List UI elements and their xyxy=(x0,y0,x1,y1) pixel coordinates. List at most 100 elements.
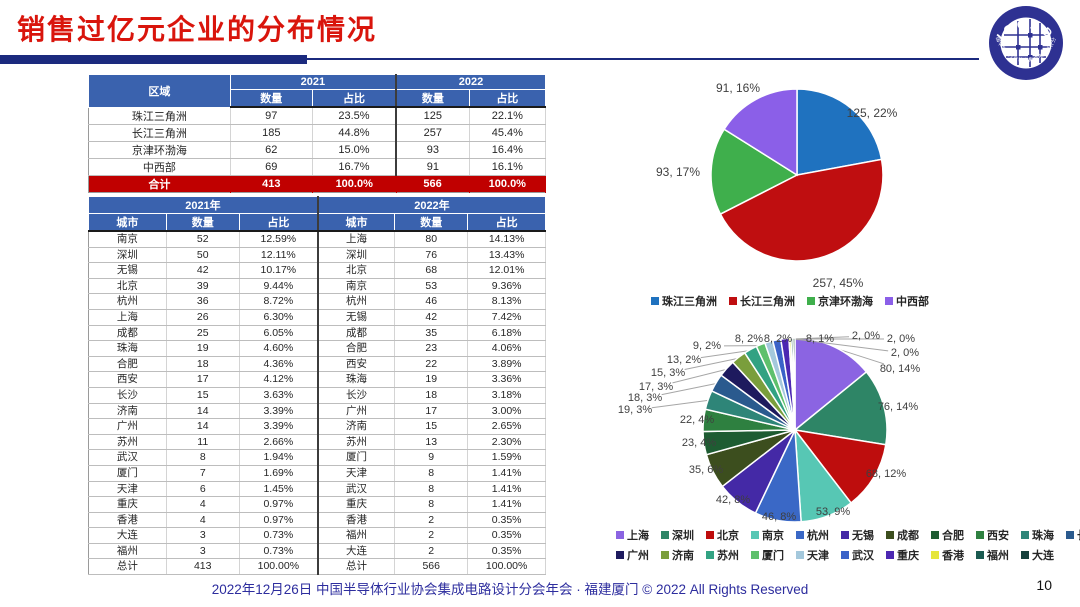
table-cell: 杭州 xyxy=(88,293,167,310)
table-cell: 39 xyxy=(166,278,240,295)
data-label: 2, 0% xyxy=(886,333,916,345)
legend-item: 重庆 xyxy=(886,547,919,563)
legend-swatch-icon xyxy=(796,551,804,559)
legend-swatch-icon xyxy=(706,551,714,559)
table-cell: 2 xyxy=(394,543,469,560)
legend-item: 深圳 xyxy=(661,527,694,543)
table-cell: 17 xyxy=(394,403,469,420)
legend-label: 珠江三角洲 xyxy=(662,296,717,308)
legend-item: 珠江三角洲 xyxy=(651,293,717,309)
pie-slice xyxy=(793,428,887,505)
table-cell: 14 xyxy=(166,418,240,435)
legend-label: 武汉 xyxy=(852,550,874,562)
table-cell: 4 xyxy=(166,496,240,513)
table-cell: 1.45% xyxy=(239,481,319,498)
subheader-city: 城市 xyxy=(88,213,167,232)
table-cell: 0.97% xyxy=(239,496,319,513)
city-pie-legend-row2: 广州 济南 苏州 厦门 天津 武汉 重庆 香港 福州 大连 xyxy=(610,546,1054,564)
data-label: 76, 14% xyxy=(877,401,919,413)
legend-label: 成都 xyxy=(897,530,919,542)
table-row: 济南 14 3.39% 广州 17 3.00% xyxy=(88,403,546,420)
table-cell: 19 xyxy=(166,340,240,357)
table-cell: 13 xyxy=(394,434,469,451)
table-cell: 566 xyxy=(396,175,470,192)
legend-label: 苏州 xyxy=(717,550,739,562)
table-cell: 无锡 xyxy=(317,309,396,326)
table-cell: 80 xyxy=(394,231,469,248)
legend-item: 苏州 xyxy=(706,547,739,563)
table-cell: 上海 xyxy=(317,231,396,248)
city-pie-chart: 上海 深圳 北京 南京 杭州 无锡 成都 合肥 西安 珠海 长沙 广州 济南 苏州 厦门 天津 武汉 重庆 香港 福… xyxy=(610,325,1080,575)
table-cell: 12.01% xyxy=(467,262,546,279)
table-cell: 3.18% xyxy=(467,387,546,404)
subheader-share: 占比 xyxy=(238,213,319,232)
table-cell: 1.59% xyxy=(467,449,546,466)
table-cell: 91 xyxy=(396,158,470,176)
legend-swatch-icon xyxy=(651,297,659,305)
legend-swatch-icon xyxy=(807,297,815,305)
table-cell: 南京 xyxy=(88,231,167,248)
table-cell: 4 xyxy=(166,512,240,529)
table-cell: 大连 xyxy=(88,527,167,544)
table-cell: 22.1% xyxy=(469,107,547,125)
table-cell: 1.69% xyxy=(239,465,319,482)
table-cell: 3.89% xyxy=(467,356,546,373)
leader-line xyxy=(793,338,889,352)
table-cell: 中西部 xyxy=(88,158,231,176)
pie-canvas xyxy=(710,88,884,262)
table-cell: 西安 xyxy=(317,356,396,373)
total-row: 合计 413 100.0% 566 100.0% xyxy=(88,175,547,192)
table-cell: 苏州 xyxy=(317,434,396,451)
legend-item: 杭州 xyxy=(796,527,829,543)
city-pie-legend-row1: 上海 深圳 北京 南京 杭州 无锡 成都 合肥 西安 珠海 长沙 xyxy=(610,526,1080,544)
table-cell: 23.5% xyxy=(312,107,398,125)
legend-swatch-icon xyxy=(976,531,984,539)
legend-swatch-icon xyxy=(841,551,849,559)
table-cell: 46 xyxy=(394,293,469,310)
data-label: 15, 3% xyxy=(650,367,686,379)
table-cell: 62 xyxy=(230,141,313,159)
table-cell: 长江三角洲 xyxy=(88,124,231,142)
table-cell: 10.17% xyxy=(239,262,319,279)
table-cell: 3.36% xyxy=(467,371,546,388)
table-row: 北京 39 9.44% 南京 53 9.36% xyxy=(88,278,546,295)
region-pie-legend: 珠江三角洲 长江三角洲 京津环渤海 中西部 xyxy=(610,292,970,310)
legend-swatch-icon xyxy=(886,531,894,539)
table-row: 珠海 19 4.60% 合肥 23 4.06% xyxy=(88,340,546,357)
table-cell: 无锡 xyxy=(88,262,167,279)
table-cell: 成都 xyxy=(317,325,396,342)
table-cell: 16.7% xyxy=(312,158,398,176)
table-cell: 北京 xyxy=(88,278,167,295)
legend-swatch-icon xyxy=(1066,531,1074,539)
subheader-share: 占比 xyxy=(467,213,546,232)
table-cell: 总计 xyxy=(88,558,167,576)
table-cell: 15.0% xyxy=(312,141,398,159)
table-cell: 苏州 xyxy=(88,434,167,451)
table-cell: 26 xyxy=(166,309,240,326)
table-cell: 0.73% xyxy=(239,527,319,544)
table-cell: 1.41% xyxy=(467,465,546,482)
data-label: 68, 12% xyxy=(865,468,907,480)
leader-line xyxy=(700,349,752,359)
subheader-count: 数量 xyxy=(394,213,469,232)
legend-label: 济南 xyxy=(672,550,694,562)
pie-canvas xyxy=(651,336,889,523)
data-label: 19, 3% xyxy=(617,404,653,416)
table-cell: 香港 xyxy=(88,512,167,529)
title-underline-thick xyxy=(0,55,307,64)
data-label: 46, 8% xyxy=(761,511,797,523)
table-cell: 42 xyxy=(166,262,240,279)
year-header-2021: 2021 xyxy=(229,74,398,90)
pie-slice xyxy=(723,88,798,177)
legend-item: 成都 xyxy=(886,527,919,543)
data-label: 17, 3% xyxy=(638,381,674,393)
data-label: 2, 0% xyxy=(851,330,881,342)
data-label: 8, 1% xyxy=(805,333,835,345)
table-cell: 413 xyxy=(166,558,240,576)
table-cell: 7 xyxy=(166,465,240,482)
pie-slice xyxy=(796,88,883,176)
region-table: 区域 2021 2022 数量 占比 数量 占比 珠江三角洲 97 23.5% 125… xyxy=(88,74,547,193)
table-cell: 18 xyxy=(166,356,240,373)
table-cell: 413 xyxy=(230,175,313,192)
leader-line xyxy=(661,382,717,396)
